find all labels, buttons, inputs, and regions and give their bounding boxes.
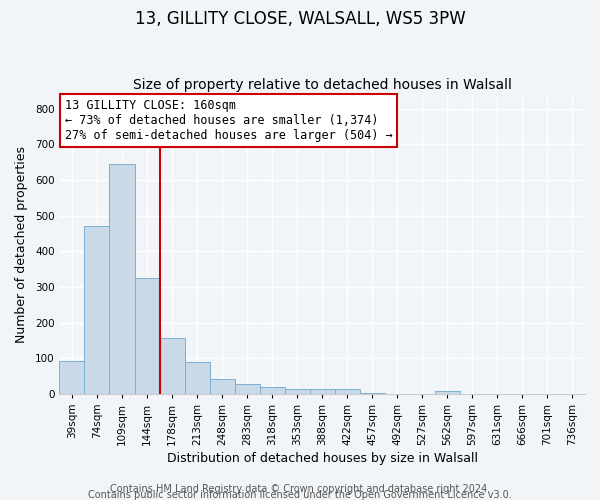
Bar [185,362,209,394]
Bar [160,338,185,394]
Bar [134,278,160,394]
Bar [260,387,284,394]
Bar [310,388,335,394]
Bar [209,379,235,394]
Bar [235,384,260,394]
Bar [335,390,360,394]
Bar [85,226,109,394]
Text: 13 GILLITY CLOSE: 160sqm
← 73% of detached houses are smaller (1,374)
27% of sem: 13 GILLITY CLOSE: 160sqm ← 73% of detach… [65,99,392,142]
Bar [109,164,134,394]
Bar [59,361,85,394]
Bar [284,390,310,394]
Bar [435,391,460,394]
X-axis label: Distribution of detached houses by size in Walsall: Distribution of detached houses by size … [167,452,478,465]
Text: Contains HM Land Registry data © Crown copyright and database right 2024.: Contains HM Land Registry data © Crown c… [110,484,490,494]
Bar [360,393,385,394]
Title: Size of property relative to detached houses in Walsall: Size of property relative to detached ho… [133,78,512,92]
Text: Contains public sector information licensed under the Open Government Licence v3: Contains public sector information licen… [88,490,512,500]
Y-axis label: Number of detached properties: Number of detached properties [15,146,28,342]
Text: 13, GILLITY CLOSE, WALSALL, WS5 3PW: 13, GILLITY CLOSE, WALSALL, WS5 3PW [134,10,466,28]
